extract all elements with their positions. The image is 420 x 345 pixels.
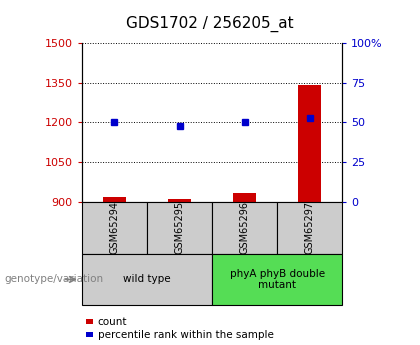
Text: GSM65296: GSM65296 bbox=[240, 201, 249, 254]
Text: GSM65297: GSM65297 bbox=[305, 201, 315, 254]
Bar bbox=[233, 193, 256, 202]
Text: GSM65295: GSM65295 bbox=[175, 201, 184, 254]
Bar bbox=[103, 197, 126, 202]
Text: GSM65294: GSM65294 bbox=[110, 201, 119, 254]
Text: genotype/variation: genotype/variation bbox=[4, 275, 103, 284]
Bar bbox=[298, 86, 321, 202]
Text: phyA phyB double
mutant: phyA phyB double mutant bbox=[230, 269, 325, 290]
Text: percentile rank within the sample: percentile rank within the sample bbox=[98, 330, 274, 339]
Text: wild type: wild type bbox=[123, 275, 171, 284]
Text: GDS1702 / 256205_at: GDS1702 / 256205_at bbox=[126, 16, 294, 32]
Bar bbox=[168, 199, 191, 202]
Text: count: count bbox=[98, 317, 127, 326]
